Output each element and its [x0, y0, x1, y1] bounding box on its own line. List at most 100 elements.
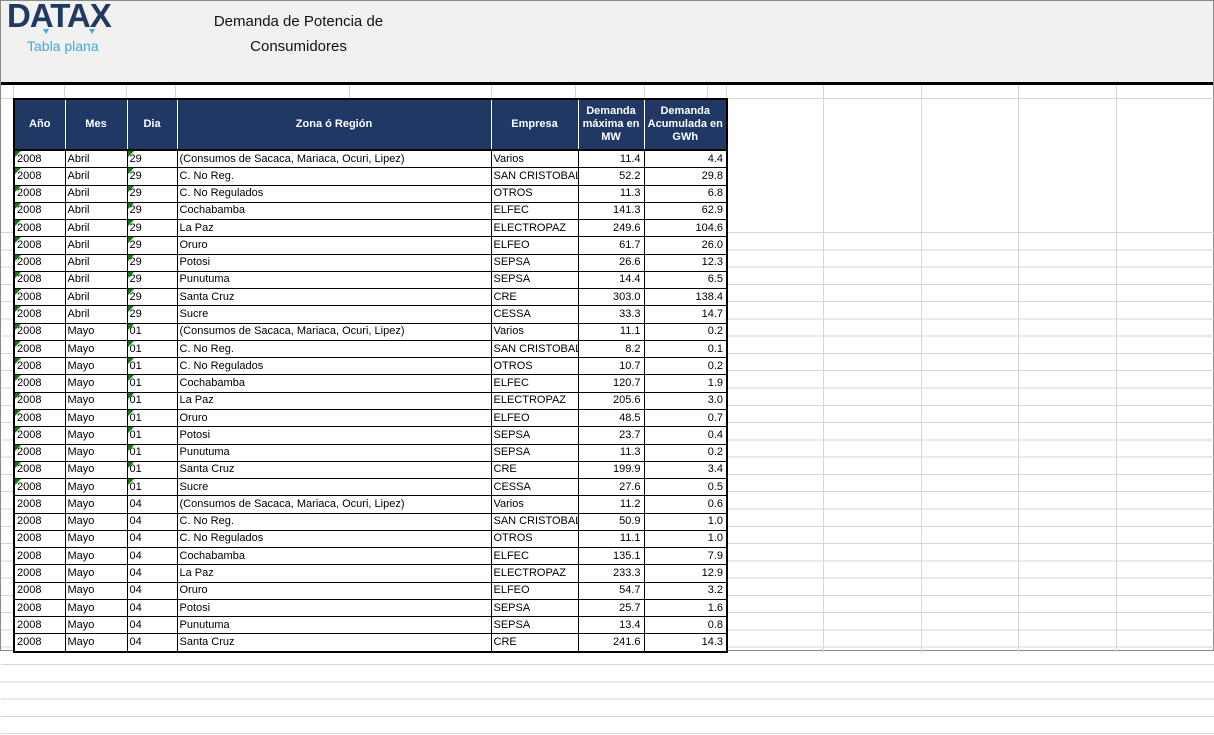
cell-mes[interactable]: Abril: [64, 270, 128, 290]
cell-mes[interactable]: Mayo: [64, 547, 128, 566]
cell-empresa[interactable]: SAN CRISTOBAL: [490, 339, 579, 359]
cell-dia[interactable]: 29: [126, 201, 178, 221]
cell-mes[interactable]: Mayo: [64, 322, 128, 341]
cell-dia[interactable]: 04: [126, 616, 178, 635]
cell-demanda-acumulada[interactable]: 1.6: [643, 598, 728, 618]
cell-dia[interactable]: 04: [126, 564, 178, 583]
cell-mes[interactable]: Abril: [64, 236, 128, 255]
cell-demanda-acumulada[interactable]: 1.0: [643, 512, 728, 531]
cell-ano[interactable]: 2008: [13, 512, 66, 531]
cell-zona[interactable]: Oruro: [176, 236, 492, 255]
cell-demanda-acumulada[interactable]: 12.3: [643, 253, 728, 272]
cell-demanda-acumulada[interactable]: 0.8: [643, 616, 728, 635]
cell-zona[interactable]: C. No Regulados: [176, 357, 492, 376]
cell-zona[interactable]: C. No Reg.: [176, 167, 492, 186]
cell-demanda-acumulada[interactable]: 4.4: [643, 149, 728, 169]
cell-dia[interactable]: 01: [126, 478, 178, 497]
cell-ano[interactable]: 2008: [13, 408, 66, 428]
cell-ano[interactable]: 2008: [13, 564, 66, 583]
cell-empresa[interactable]: SAN CRISTOBAL: [490, 512, 579, 531]
cell-demanda-maxima[interactable]: 241.6: [577, 633, 645, 653]
cell-demanda-maxima[interactable]: 52.2: [577, 167, 645, 186]
cell-zona[interactable]: C. No Regulados: [176, 529, 492, 549]
cell-empresa[interactable]: ELFEC: [490, 547, 579, 566]
cell-empresa[interactable]: CESSA: [490, 305, 579, 324]
header-cell-dia[interactable]: Dia: [126, 98, 178, 151]
cell-demanda-maxima[interactable]: 25.7: [577, 598, 645, 618]
cell-dia[interactable]: 29: [126, 305, 178, 324]
cell-mes[interactable]: Mayo: [64, 616, 128, 635]
cell-demanda-maxima[interactable]: 11.2: [577, 495, 645, 514]
cell-zona[interactable]: Potosi: [176, 598, 492, 618]
cell-demanda-maxima[interactable]: 135.1: [577, 547, 645, 566]
cell-ano[interactable]: 2008: [13, 357, 66, 376]
cell-ano[interactable]: 2008: [13, 460, 66, 480]
cell-dia[interactable]: 04: [126, 495, 178, 514]
cell-empresa[interactable]: ELFEC: [490, 201, 579, 221]
cell-demanda-acumulada[interactable]: 1.9: [643, 374, 728, 393]
cell-empresa[interactable]: CESSA: [490, 478, 579, 497]
cell-demanda-acumulada[interactable]: 29.8: [643, 167, 728, 186]
cell-zona[interactable]: (Consumos de Sacaca, Mariaca, Ocuri, Lip…: [176, 149, 492, 169]
cell-ano[interactable]: 2008: [13, 219, 66, 238]
cell-demanda-acumulada[interactable]: 3.2: [643, 581, 728, 600]
header-cell-demanda-acumulada[interactable]: Demanda Acumulada en GWh: [643, 98, 728, 151]
cell-demanda-acumulada[interactable]: 7.9: [643, 547, 728, 566]
cell-mes[interactable]: Abril: [64, 201, 128, 221]
cell-ano[interactable]: 2008: [13, 478, 66, 497]
cell-demanda-maxima[interactable]: 8.2: [577, 339, 645, 359]
cell-empresa[interactable]: ELFEO: [490, 581, 579, 600]
cell-mes[interactable]: Mayo: [64, 391, 128, 410]
cell-demanda-acumulada[interactable]: 6.5: [643, 270, 728, 290]
cell-empresa[interactable]: SEPSA: [490, 426, 579, 445]
cell-demanda-maxima[interactable]: 27.6: [577, 478, 645, 497]
cell-dia[interactable]: 01: [126, 460, 178, 480]
cell-ano[interactable]: 2008: [13, 616, 66, 635]
cell-ano[interactable]: 2008: [13, 339, 66, 359]
cell-zona[interactable]: Potosi: [176, 426, 492, 445]
cell-empresa[interactable]: ELFEO: [490, 236, 579, 255]
cell-ano[interactable]: 2008: [13, 598, 66, 618]
cell-demanda-acumulada[interactable]: 14.3: [643, 633, 728, 653]
cell-demanda-acumulada[interactable]: 6.8: [643, 184, 728, 203]
cell-empresa[interactable]: SEPSA: [490, 253, 579, 272]
cell-dia[interactable]: 29: [126, 270, 178, 290]
cell-zona[interactable]: La Paz: [176, 564, 492, 583]
cell-mes[interactable]: Mayo: [64, 512, 128, 531]
header-cell-zona[interactable]: Zona ó Región: [176, 98, 492, 151]
cell-ano[interactable]: 2008: [13, 167, 66, 186]
cell-dia[interactable]: 01: [126, 391, 178, 410]
header-cell-empresa[interactable]: Empresa: [490, 98, 579, 151]
cell-ano[interactable]: 2008: [13, 253, 66, 272]
cell-mes[interactable]: Abril: [64, 149, 128, 169]
cell-zona[interactable]: Oruro: [176, 408, 492, 428]
cell-demanda-maxima[interactable]: 233.3: [577, 564, 645, 583]
cell-demanda-maxima[interactable]: 11.1: [577, 529, 645, 549]
cell-zona[interactable]: Santa Cruz: [176, 460, 492, 480]
header-cell-ano[interactable]: Año: [13, 98, 66, 151]
cell-ano[interactable]: 2008: [13, 270, 66, 290]
cell-demanda-maxima[interactable]: 14.4: [577, 270, 645, 290]
cell-demanda-acumulada[interactable]: 0.2: [643, 322, 728, 341]
cell-mes[interactable]: Abril: [64, 305, 128, 324]
cell-empresa[interactable]: ELECTROPAZ: [490, 391, 579, 410]
cell-mes[interactable]: Mayo: [64, 598, 128, 618]
cell-dia[interactable]: 01: [126, 443, 178, 462]
cell-empresa[interactable]: ELECTROPAZ: [490, 219, 579, 238]
cell-mes[interactable]: Mayo: [64, 426, 128, 445]
cell-ano[interactable]: 2008: [13, 184, 66, 203]
cell-demanda-acumulada[interactable]: 0.1: [643, 339, 728, 359]
cell-dia[interactable]: 29: [126, 149, 178, 169]
cell-mes[interactable]: Mayo: [64, 374, 128, 393]
cell-demanda-maxima[interactable]: 61.7: [577, 236, 645, 255]
cell-zona[interactable]: Punutuma: [176, 443, 492, 462]
cell-empresa[interactable]: CRE: [490, 460, 579, 480]
cell-mes[interactable]: Mayo: [64, 357, 128, 376]
cell-dia[interactable]: 04: [126, 512, 178, 531]
cell-empresa[interactable]: ELFEO: [490, 408, 579, 428]
cell-dia[interactable]: 04: [126, 529, 178, 549]
cell-mes[interactable]: Abril: [64, 253, 128, 272]
cell-empresa[interactable]: Varios: [490, 149, 579, 169]
cell-dia[interactable]: 29: [126, 167, 178, 186]
cell-zona[interactable]: Santa Cruz: [176, 288, 492, 307]
